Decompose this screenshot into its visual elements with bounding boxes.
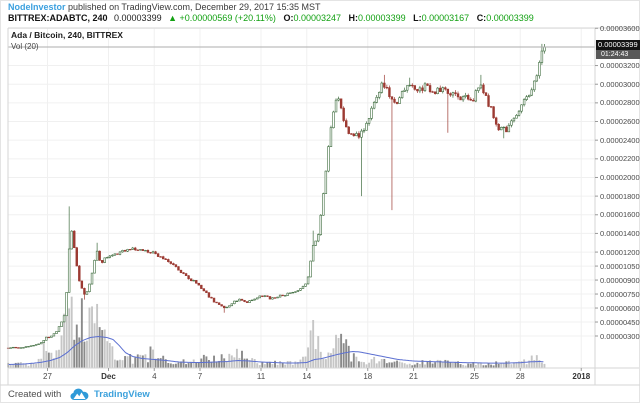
price-tick-label: 0.00003600 <box>600 23 640 33</box>
chart-legend-volume: Vol (20) <box>11 42 39 51</box>
tradingview-cloud-icon <box>70 388 89 400</box>
price-tick-label: 0.00002000 <box>600 173 640 182</box>
open-label: O: <box>283 13 294 23</box>
volume-ma-line <box>8 335 544 365</box>
price-tick-label: 0.00001200 <box>600 247 640 257</box>
author-link[interactable]: NodeInvestor <box>8 2 66 12</box>
plot-frame <box>0 27 640 386</box>
time-tick-label: 7 <box>197 372 203 381</box>
time-tick-label: 25 <box>470 372 479 381</box>
price-tick-label: 0.00002400 <box>600 135 640 145</box>
volume-bars-layer <box>7 296 546 368</box>
header-quote-line: BITTREX:ADABTC, 240 0.00003399 ▲ +0.0000… <box>8 13 534 23</box>
time-tick-label: 21 <box>409 372 418 381</box>
price-tick-label: 0.00003200 <box>600 61 640 71</box>
price-tick-label: 0.00001400 <box>600 228 640 238</box>
time-tick-label: 18 <box>363 372 373 381</box>
last-price-badge: 0.00003399 <box>596 40 640 50</box>
price-tick-label: 0.00001600 <box>600 210 640 220</box>
price-tick-label: 0.00003000 <box>600 79 640 89</box>
time-tick-label: 27 <box>43 372 52 381</box>
time-tick-label: Dec <box>101 372 116 381</box>
high-value: 0.00003399 <box>358 13 406 23</box>
header-publish-line: NodeInvestor published on TradingView.co… <box>8 2 321 12</box>
price-change: ▲ +0.00000569 (+20.11%) <box>168 13 276 23</box>
price-tick-label: 0.00000900 <box>600 275 640 285</box>
high-label: H: <box>348 13 359 23</box>
bar-countdown-badge: 01:24:43 <box>596 50 640 59</box>
grid-layer <box>8 27 595 368</box>
open-value: 0.00003247 <box>293 13 342 23</box>
tradingview-brand-link[interactable]: TradingView <box>94 389 150 400</box>
low-label: L: <box>413 13 422 23</box>
time-tick-label: 4 <box>152 372 157 381</box>
low-value: 0.00003167 <box>421 13 470 23</box>
price-tick-label: 0.00001800 <box>600 191 640 201</box>
symbol-interval: BITTREX:ADABTC, 240 <box>8 13 108 23</box>
close-value: 0.00003399 <box>486 13 534 23</box>
close-label: C: <box>476 13 487 23</box>
time-tick-label: 2018 <box>572 372 591 381</box>
price-tick-label: 0.00002800 <box>600 98 640 108</box>
price-tick-label: 0.00001050 <box>600 261 640 271</box>
price-tick-label: 0.00002200 <box>600 154 640 164</box>
price-tick-label: 0.00000600 <box>600 303 640 313</box>
candles-layer <box>6 43 546 349</box>
price-tick-label: 0.00000450 <box>600 317 640 327</box>
chart-legend-title: Ada / Bitcoin, 240, BITTREX <box>11 30 123 40</box>
price-tick-label: 0.00002600 <box>600 117 640 126</box>
price-tick-label: 0.00000300 <box>600 331 640 341</box>
last-price-text: 0.00003399 <box>114 13 162 23</box>
time-tick-label: 28 <box>515 372 525 381</box>
price-tick-label: 0.00000750 <box>600 289 640 299</box>
published-text: published on TradingView.com, December 2… <box>68 2 321 12</box>
candlestick-chart-canvas <box>0 27 640 386</box>
time-tick-label: 11 <box>256 372 266 381</box>
time-tick-label: 14 <box>302 372 312 381</box>
created-with-text: Created with <box>8 389 62 400</box>
